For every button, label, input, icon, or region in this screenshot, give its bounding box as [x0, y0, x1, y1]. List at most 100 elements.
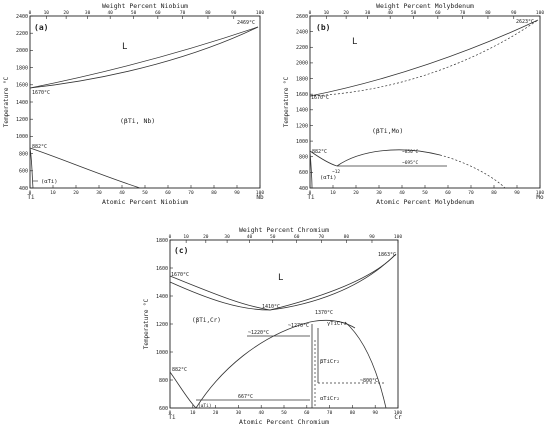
panel-c-ann-1670: 1670°C: [171, 272, 189, 278]
panel-a-phase-beta: (βTi, Nb): [120, 117, 155, 125]
panel-a: Weight Percent Niobium Atomic Percent Ni…: [3, 2, 264, 206]
panel-c-laves-dome-right: [344, 321, 387, 409]
x-tick-label: 100: [394, 410, 402, 416]
wt-tick-label: 20: [63, 10, 69, 16]
panel-b-y-ticks: 400 600 800 1000 1200 1400 1600 1800 2000 2200 240…: [296, 14, 313, 192]
wt-tick-label: 50: [411, 10, 417, 16]
panel-a-y-axis-title: Temperature °C: [3, 76, 10, 127]
panel-a-ann-1670: 1670°C: [32, 90, 50, 96]
panel-a-phase-L: L: [122, 42, 127, 52]
panel-b-top-axis-title: Weight Percent Molybdenum: [376, 2, 474, 10]
x-tick-label: 90: [372, 410, 378, 416]
panel-b-ann-1670: 1670°C: [311, 95, 329, 101]
x-tick-label: 10: [190, 410, 196, 416]
panel-b-wt-ticks: 0 10 20 30 40 50 60 70 80 90 100: [309, 10, 544, 19]
panel-b-miscibility-dashed: [439, 154, 506, 189]
x-tick-label: 20: [213, 410, 219, 416]
y-tick-label: 1000: [156, 350, 168, 356]
wt-tick-label: 20: [343, 10, 349, 16]
y-tick-label: 2400: [296, 29, 308, 35]
panel-b-frame: [309, 15, 541, 189]
panel-a-y-ticks: 400 600 800 1000 1200 1400 1600 1800 2000 2200 240…: [16, 14, 33, 192]
panel-c-phase-alpha-tio2: αTiCr₂: [320, 396, 340, 402]
wt-tick-label: 80: [485, 10, 491, 16]
panel-c-ann-1270: ~1270°C: [288, 323, 309, 329]
panel-c-laves-dome-left: [195, 320, 356, 409]
x-tick-label: 90: [514, 190, 520, 196]
y-tick-label: 1200: [296, 123, 308, 129]
x-tick-label: 100: [536, 190, 544, 196]
wt-tick-label: 90: [369, 234, 375, 240]
panel-b-liquidus: [309, 19, 539, 97]
wt-tick-label: 100: [256, 10, 264, 16]
wt-tick-label: 0: [309, 10, 312, 16]
x-tick-label: 0: [29, 190, 32, 196]
wt-tick-label: 40: [247, 234, 253, 240]
wt-tick-label: 60: [435, 10, 441, 16]
y-tick-label: 1200: [156, 322, 168, 328]
wt-tick-label: 90: [231, 10, 237, 16]
y-tick-label: 400: [299, 186, 308, 192]
y-tick-label: 2400: [16, 14, 28, 20]
y-tick-label: 1400: [16, 100, 28, 106]
wt-tick-label: 80: [205, 10, 211, 16]
panel-c-solidus: [169, 253, 397, 311]
panel-c-beta-transus-left: [169, 371, 197, 409]
panel-a-alpha-transus: [29, 147, 34, 189]
panel-b-left-element: Ti: [307, 194, 315, 201]
panel-c-ann-1410: 1410°C: [262, 304, 280, 310]
panel-a-letter: (a): [34, 23, 48, 32]
wt-tick-label: 70: [460, 10, 466, 16]
panel-a-beta-transus: [29, 147, 141, 189]
x-tick-label: 100: [256, 190, 264, 196]
wt-tick-label: 80: [344, 234, 350, 240]
y-tick-label: 1600: [296, 92, 308, 98]
x-tick-label: 30: [376, 190, 382, 196]
x-tick-label: 80: [350, 410, 356, 416]
y-tick-label: 800: [159, 378, 168, 384]
y-tick-label: 1800: [16, 65, 28, 71]
x-tick-label: 0: [169, 410, 172, 416]
wt-tick-label: 30: [85, 10, 91, 16]
x-tick-label: 70: [327, 410, 333, 416]
x-tick-label: 0: [309, 190, 312, 196]
wt-tick-label: 90: [511, 10, 517, 16]
panel-a-solidus: [29, 26, 259, 89]
panel-b-bottom-axis-title: Atomic Percent Molybdenum: [376, 198, 474, 206]
panel-a-left-element: Ti: [27, 194, 35, 201]
panel-c-bottom-axis-title: Atomic Percent Chromium: [239, 418, 329, 426]
y-tick-label: 800: [19, 151, 28, 157]
panel-a-wt-ticks: 0 10 20 30 40 50 60 70 80 90 100: [29, 10, 264, 19]
x-tick-label: 70: [468, 190, 474, 196]
panel-a-phase-alpha: (αTi): [41, 179, 58, 185]
x-tick-label: 10: [330, 190, 336, 196]
wt-tick-label: 20: [203, 234, 209, 240]
y-tick-label: 1200: [16, 117, 28, 123]
y-tick-label: 1000: [16, 134, 28, 140]
y-tick-label: 1800: [156, 238, 168, 244]
y-tick-label: 1600: [156, 266, 168, 272]
panel-c-x-ticks: 0 10 20 30 40 50 60 70 80 90 100: [169, 405, 402, 416]
panel-c: Weight Percent Chromium Atomic Percent C…: [143, 226, 402, 426]
panel-b-x-ticks: 0 10 20 30 40 50 60 70 80 90 100: [309, 185, 544, 196]
wt-tick-label: 0: [169, 234, 172, 240]
y-tick-label: 400: [19, 186, 28, 192]
panel-c-phase-beta: (βTi,Cr): [192, 317, 221, 324]
panel-b-letter: (b): [316, 23, 330, 32]
panel-c-phase-alpha: (αTi): [198, 403, 212, 409]
wt-tick-label: 10: [183, 234, 189, 240]
wt-tick-label: 10: [324, 10, 330, 16]
panel-a-ann-882: 882°C: [32, 144, 47, 150]
panel-a-bottom-axis-title: Atomic Percent Niobium: [102, 198, 188, 206]
panel-b-ann-12: ~12: [332, 169, 340, 175]
wt-tick-label: 50: [131, 10, 137, 16]
wt-tick-label: 100: [536, 10, 544, 16]
panel-c-ann-800: ~800°C: [360, 378, 378, 384]
wt-tick-label: 100: [394, 234, 402, 240]
panel-c-phase-beta-tio2: βTiCr₂: [320, 359, 340, 365]
x-tick-label: 60: [165, 190, 171, 196]
x-tick-label: 50: [281, 410, 287, 416]
y-tick-label: 800: [299, 155, 308, 161]
